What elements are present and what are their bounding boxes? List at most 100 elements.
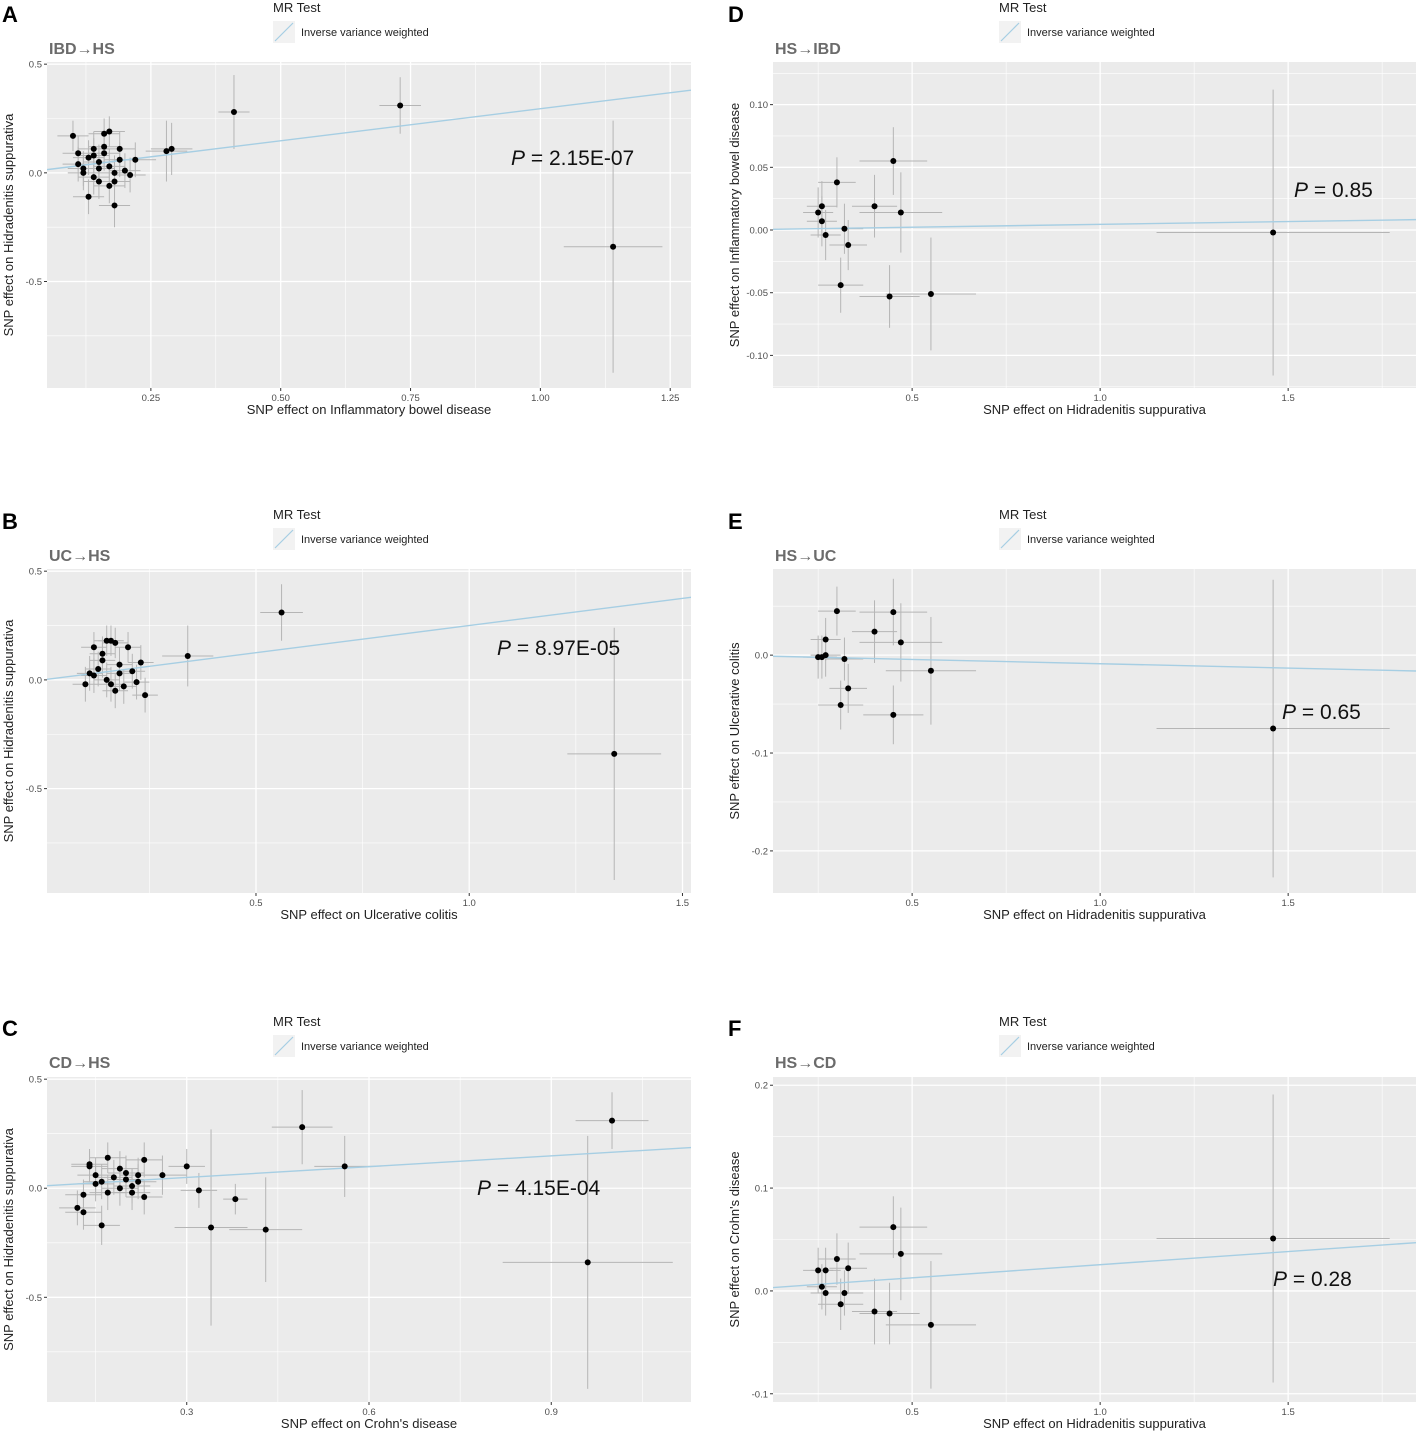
y-axis-label: SNP effect on Hidradenitis suppurativa xyxy=(1,1127,16,1351)
data-point xyxy=(841,225,848,232)
data-point xyxy=(822,1267,829,1274)
data-point xyxy=(890,711,897,718)
y-tick-label: 0.05 xyxy=(750,163,769,174)
data-point xyxy=(98,1178,105,1185)
data-point xyxy=(1270,1235,1277,1242)
p-value-text: = 0.85 xyxy=(1308,179,1373,202)
data-point xyxy=(1270,725,1277,732)
y-tick-label: 0.5 xyxy=(29,567,42,578)
panel-letter: E xyxy=(728,509,743,534)
p-value-annotation: P = 8.97E-05 xyxy=(497,637,620,660)
data-point xyxy=(90,672,97,679)
data-point xyxy=(101,143,108,150)
data-point xyxy=(141,1156,148,1163)
data-point xyxy=(74,1204,81,1211)
data-point xyxy=(818,218,825,225)
data-point xyxy=(129,1183,136,1190)
data-point xyxy=(75,150,82,157)
legend-title: MR Test xyxy=(999,1014,1047,1029)
x-tick-label: 1.0 xyxy=(1094,898,1107,909)
x-axis-label: SNP effect on Crohn's disease xyxy=(281,1416,457,1431)
data-point xyxy=(86,1161,93,1168)
data-point xyxy=(116,670,123,677)
y-tick-label: 0.0 xyxy=(755,651,768,662)
y-axis-label: SNP effect on Inflammatory bowel disease xyxy=(727,103,742,347)
data-point xyxy=(833,608,840,615)
data-point xyxy=(122,1169,129,1176)
panel-subtitle: HS→CD xyxy=(775,1055,836,1072)
data-point xyxy=(112,639,119,646)
data-point xyxy=(886,1310,893,1317)
data-point xyxy=(122,1176,129,1183)
y-tick-label: -0.2 xyxy=(752,846,768,857)
panel-letter: A xyxy=(2,2,18,27)
data-point xyxy=(107,681,114,688)
data-point xyxy=(841,656,848,663)
legend-label: Inverse variance weighted xyxy=(301,27,429,39)
p-symbol: P xyxy=(497,637,511,660)
data-point xyxy=(106,163,113,170)
legend: MR Test Inverse variance weighted xyxy=(999,1014,1155,1057)
legend-line-swatch xyxy=(274,529,294,549)
y-axis-label: SNP effect on Ulcerative colitis xyxy=(727,642,742,820)
data-point xyxy=(822,636,829,643)
panel-c: C CD→HS MR Test Inverse variance weighted 0.… xyxy=(1,1014,691,1431)
data-point xyxy=(106,128,113,135)
data-point xyxy=(262,1226,269,1233)
data-layer xyxy=(773,89,1416,376)
p-symbol: P xyxy=(477,1177,491,1200)
data-point xyxy=(818,203,825,210)
data-point xyxy=(232,1196,239,1203)
data-point xyxy=(611,750,618,757)
data-point xyxy=(822,652,829,659)
y-tick-label: -0.1 xyxy=(752,749,768,760)
plot-area xyxy=(47,62,691,388)
x-tick-label: 1.25 xyxy=(661,393,680,404)
data-point xyxy=(208,1224,215,1231)
data-point xyxy=(897,209,904,216)
data-point xyxy=(341,1163,348,1170)
x-axis-label: SNP effect on Hidradenitis suppurativa xyxy=(983,1416,1207,1431)
data-point xyxy=(1270,229,1277,236)
legend-title: MR Test xyxy=(999,0,1047,15)
data-point xyxy=(135,1172,142,1179)
panel-letter: F xyxy=(728,1016,741,1041)
data-point xyxy=(168,145,175,152)
y-tick-label: 0.5 xyxy=(29,1075,42,1086)
data-point xyxy=(116,661,123,668)
data-point xyxy=(845,685,852,692)
y-tick-label: 0.1 xyxy=(755,1184,768,1195)
y-tick-label: -0.5 xyxy=(26,277,42,288)
data-point xyxy=(129,1189,136,1196)
ivw-regression-line xyxy=(47,596,691,681)
data-point xyxy=(822,232,829,239)
panel-letter: D xyxy=(728,2,744,27)
legend-line-swatch xyxy=(274,22,294,42)
data-point xyxy=(833,1256,840,1263)
panel-b: B UC→HS MR Test Inverse variance weighted 0.… xyxy=(1,507,691,922)
p-value-annotation: P = 0.85 xyxy=(1294,179,1373,202)
x-tick-label: 0.5 xyxy=(249,898,262,909)
data-point xyxy=(90,174,97,181)
data-point xyxy=(815,654,822,661)
legend-title: MR Test xyxy=(273,1014,321,1029)
data-point xyxy=(133,679,140,686)
y-tick-label: -0.10 xyxy=(746,351,768,362)
panel-a: A IBD→HS MR Test Inverse variance weighted 0… xyxy=(1,0,691,417)
data-point xyxy=(871,203,878,210)
legend: MR Test Inverse variance weighted xyxy=(273,0,429,43)
data-point xyxy=(822,1289,829,1296)
data-point xyxy=(397,102,404,109)
legend: MR Test Inverse variance weighted xyxy=(273,507,429,550)
legend-line-swatch xyxy=(1000,1036,1020,1056)
y-tick-label: -0.1 xyxy=(752,1389,768,1400)
data-point xyxy=(886,293,893,300)
y-tick-label: -0.5 xyxy=(26,1293,42,1304)
data-point xyxy=(184,652,191,659)
data-point xyxy=(818,1283,825,1290)
data-point xyxy=(897,639,904,646)
x-tick-label: 0.5 xyxy=(906,1407,919,1418)
data-point xyxy=(95,666,102,673)
y-tick-label: 0.00 xyxy=(750,226,769,237)
